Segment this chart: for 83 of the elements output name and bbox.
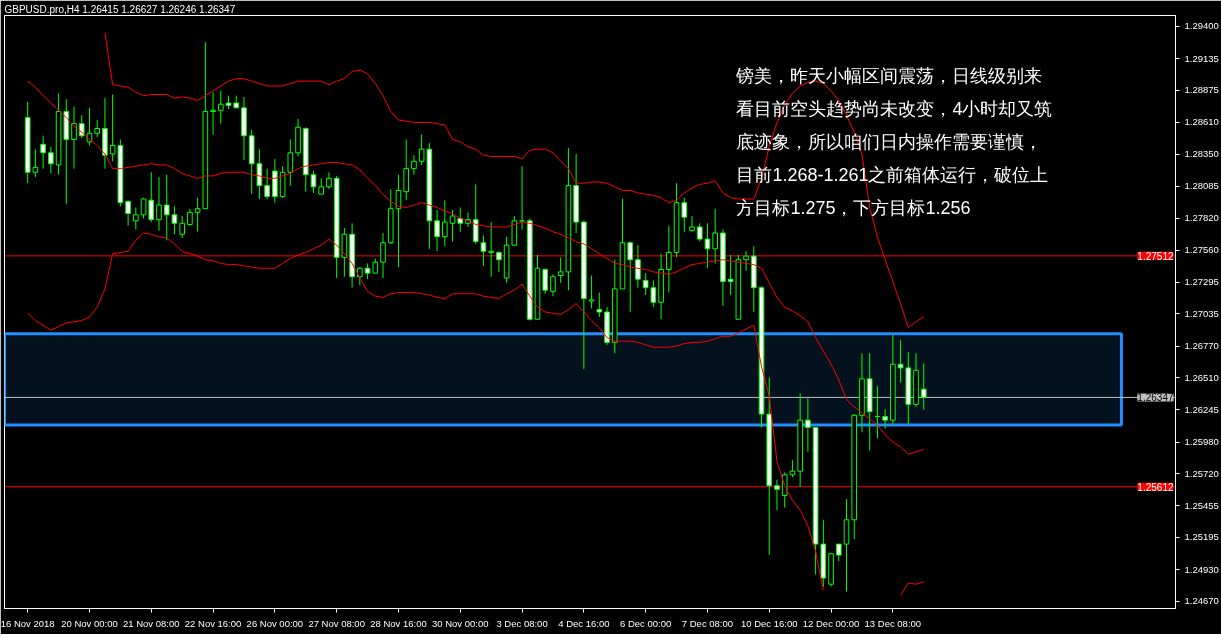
- candlestick: [696, 222, 703, 243]
- candlestick: [217, 90, 224, 125]
- candlestick: [650, 279, 657, 308]
- y-tick-label: 1.25720: [1184, 467, 1219, 479]
- x-tick-label: 22 Nov 16:00: [184, 617, 242, 629]
- ref-line-label: 1.25612: [1137, 481, 1174, 493]
- candlestick: [71, 106, 77, 170]
- x-tick-label: 4 Dec 16:00: [558, 617, 610, 629]
- x-tick-label: 12 Dec 00:00: [802, 617, 860, 629]
- candlestick: [156, 176, 162, 232]
- x-tick-label: 3 Dec 08:00: [496, 617, 548, 629]
- y-tick-label: 1.28085: [1184, 180, 1219, 192]
- x-tick-label: 10 Dec 16:00: [741, 617, 798, 629]
- y-tick-label: 1.27295: [1184, 276, 1219, 288]
- candlestick: [743, 250, 749, 272]
- x-tick-label: 21 Nov 08:00: [123, 617, 180, 629]
- candlestick: [480, 234, 487, 267]
- x-tick-label: 28 Nov 16:00: [370, 617, 427, 629]
- candlestick: [40, 135, 46, 170]
- candlestick: [48, 146, 54, 174]
- candlestick: [774, 479, 780, 511]
- candlestick: [264, 168, 270, 200]
- x-tick-label: 20 Nov 00:00: [61, 617, 118, 629]
- candlestick: [287, 138, 294, 187]
- y-tick-label: 1.28350: [1184, 148, 1219, 160]
- candlestick: [805, 397, 811, 453]
- candlestick: [403, 138, 410, 201]
- candlestick: [133, 207, 139, 230]
- candlestick: [542, 267, 549, 295]
- candlestick: [557, 256, 564, 284]
- candlestick: [326, 171, 332, 190]
- y-tick-label: 1.29135: [1184, 52, 1219, 64]
- x-tick-label: 13 Dec 08:00: [864, 617, 922, 629]
- y-tick-label: 1.26510: [1184, 371, 1219, 383]
- candlestick: [496, 250, 502, 273]
- candlestick: [179, 215, 185, 239]
- candlestick: [897, 339, 904, 383]
- candlestick: [882, 408, 888, 430]
- ref-line-label: 1.26347: [1137, 392, 1174, 404]
- y-tick-label: 1.25980: [1184, 436, 1219, 448]
- candlestick: [627, 241, 634, 313]
- candlestick: [380, 232, 386, 279]
- candlestick: [194, 197, 201, 233]
- ref-line-label: 1.27512: [1137, 250, 1174, 262]
- y-tick-label: 1.27560: [1184, 244, 1219, 256]
- candlestick: [171, 205, 178, 235]
- x-tick-label: 26 Nov 00:00: [246, 617, 304, 629]
- x-tick-label: 7 Dec 08:00: [681, 617, 734, 629]
- candlestick: [712, 208, 718, 264]
- y-tick-label: 1.24670: [1184, 595, 1219, 607]
- chart-title: GBPUSD.pro,H4 1.26415 1.26627 1.26246 1.26347: [4, 3, 236, 15]
- y-tick-label: 1.28875: [1184, 84, 1219, 96]
- candlestick: [434, 209, 440, 252]
- y-tick-label: 1.24930: [1184, 563, 1219, 575]
- candlestick: [588, 275, 595, 309]
- candlestick: [125, 199, 131, 227]
- candlestick: [704, 222, 711, 269]
- candlestick: [689, 215, 695, 233]
- y-tick-label: 1.26770: [1184, 340, 1219, 352]
- x-tick-label: 27 Nov 08:00: [308, 617, 365, 629]
- y-tick-label: 1.25195: [1184, 531, 1219, 543]
- candlestick: [635, 244, 641, 289]
- candlestick: [666, 225, 672, 294]
- candlestick: [550, 273, 556, 297]
- x-tick-label: 16 Nov 2018: [0, 617, 55, 629]
- candlestick: [442, 199, 448, 247]
- x-tick-label: 30 Nov 00:00: [432, 617, 489, 629]
- y-tick-label: 1.27035: [1184, 307, 1219, 319]
- candlestick: [411, 154, 417, 176]
- y-tick-label: 1.29400: [1184, 20, 1219, 32]
- candlestick: [596, 292, 603, 318]
- y-tick-label: 1.27820: [1184, 212, 1219, 224]
- y-tick-label: 1.28610: [1184, 116, 1219, 128]
- x-tick-label: 6 Dec 00:00: [620, 617, 672, 629]
- candlestick: [256, 148, 263, 200]
- y-tick-label: 1.25455: [1184, 499, 1219, 511]
- candlestick: [163, 174, 170, 241]
- candlestick: [920, 362, 927, 411]
- candlestick: [488, 221, 494, 278]
- y-tick-label: 1.26245: [1184, 403, 1219, 415]
- candlestick: [642, 272, 649, 296]
- candlestick: [472, 183, 479, 245]
- candlestick: [210, 91, 216, 136]
